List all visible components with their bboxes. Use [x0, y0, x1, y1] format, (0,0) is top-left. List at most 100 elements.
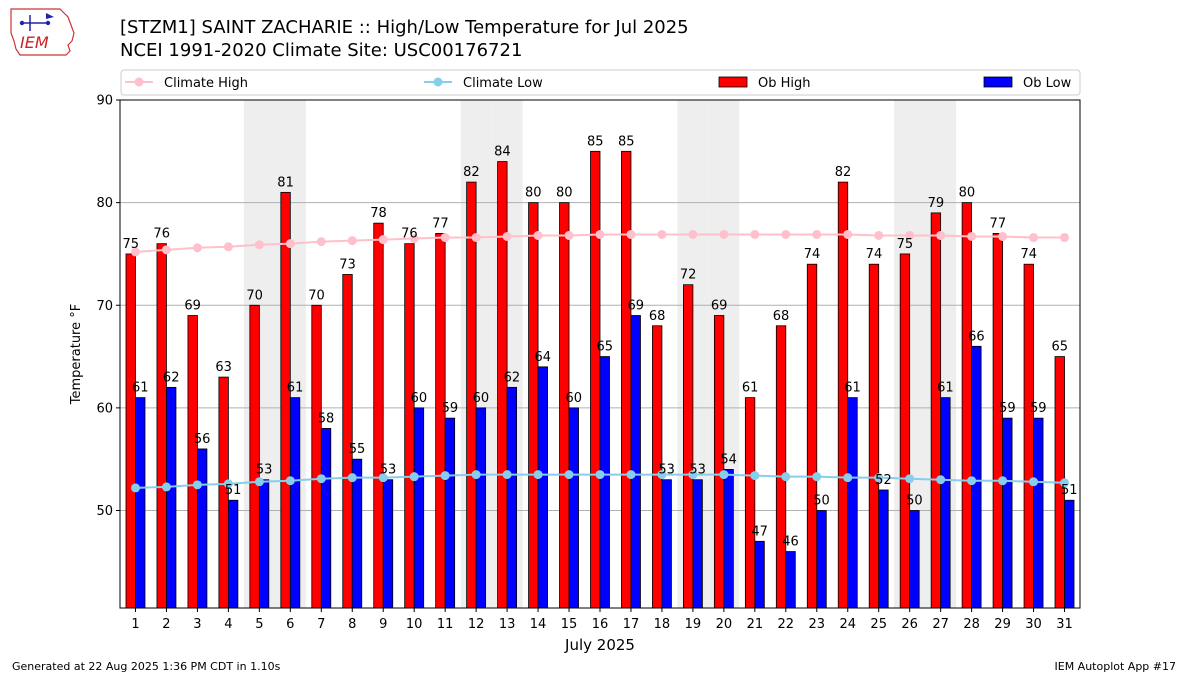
x-tick-label: 11	[437, 617, 454, 632]
ob-low-bar	[909, 510, 920, 609]
legend-climate-low-marker	[433, 77, 443, 87]
ob-high-bar	[806, 263, 818, 609]
x-tick-label: 21	[747, 617, 764, 632]
climate-high-point	[812, 229, 822, 239]
climate-low-point	[967, 476, 977, 486]
ob-high-bar	[311, 304, 322, 609]
ob-high-label: 75	[897, 237, 914, 252]
ob-high-label: 76	[153, 227, 170, 242]
ob-low-bar	[847, 397, 858, 609]
climate-high-point	[223, 242, 233, 252]
x-tick-label: 30	[1025, 617, 1042, 632]
x-tick-label: 23	[809, 617, 826, 632]
ob-low-label: 59	[442, 401, 459, 416]
legend-ob-low-label: Ob Low	[1023, 76, 1072, 91]
ob-low-label: 59	[999, 401, 1016, 416]
ob-low-label: 61	[132, 381, 149, 396]
ob-low-bar	[413, 407, 425, 609]
ob-low-label: 53	[689, 463, 706, 478]
climate-high-point	[378, 235, 388, 245]
x-tick-label: 9	[379, 617, 387, 632]
ob-high-label: 72	[680, 268, 697, 283]
ob-high-bar	[683, 284, 694, 609]
climate-low-point	[688, 470, 698, 480]
ob-high-bar	[744, 397, 756, 609]
ob-high-label: 82	[835, 165, 852, 180]
climate-low-point	[533, 470, 543, 480]
y-tick-label: 80	[96, 196, 113, 211]
ob-high-label: 70	[308, 288, 325, 303]
ob-high-label: 69	[184, 299, 201, 314]
ob-low-label: 59	[1030, 401, 1047, 416]
climate-high-point	[564, 230, 574, 240]
climate-low-point	[1060, 478, 1070, 488]
climate-high-point	[657, 229, 667, 239]
ob-low-bar	[382, 479, 394, 609]
climate-high-point	[998, 231, 1008, 241]
iem-logo: IEM	[10, 8, 75, 56]
climate-low-point	[471, 470, 481, 480]
ob-low-bar	[692, 479, 703, 609]
chart-subtitle: NCEI 1991-2020 Climate Site: USC00176721	[120, 40, 523, 61]
x-tick-label: 16	[592, 617, 609, 632]
ob-low-label: 56	[194, 432, 211, 447]
ob-high-label: 81	[277, 175, 294, 190]
ob-high-label: 77	[990, 216, 1007, 231]
ob-high-label: 79	[928, 196, 945, 211]
climate-high-point	[905, 230, 915, 240]
x-tick-label: 22	[778, 617, 795, 632]
climate-high-point	[843, 229, 853, 239]
ob-high-label: 75	[122, 237, 139, 252]
y-tick-label: 90	[96, 94, 113, 109]
climate-high-point	[440, 233, 450, 243]
climate-low-point	[285, 476, 295, 486]
ob-low-bar	[197, 448, 208, 609]
legend-ob-high-swatch	[718, 76, 748, 88]
ob-high-bar	[590, 150, 601, 609]
ob-low-bar	[630, 315, 641, 609]
ob-high-bar	[1023, 263, 1034, 609]
x-tick-label: 15	[561, 617, 578, 632]
ob-low-bar	[475, 407, 487, 609]
x-tick-label: 4	[224, 617, 232, 632]
x-tick-label: 20	[716, 617, 733, 632]
x-tick-label: 12	[468, 617, 485, 632]
climate-high-point	[285, 239, 295, 249]
climate-high-point	[130, 247, 140, 257]
climate-low-point	[781, 472, 791, 482]
climate-low-point	[130, 483, 140, 493]
x-tick-label: 10	[406, 617, 423, 632]
ob-low-bar	[1002, 417, 1013, 609]
ob-low-label: 61	[844, 381, 861, 396]
climate-low-point	[812, 472, 822, 482]
x-tick-label: 8	[348, 617, 356, 632]
climate-low-point	[161, 482, 171, 492]
climate-high-point	[533, 230, 543, 240]
legend-ob-low-swatch	[983, 76, 1013, 88]
ob-low-label: 50	[906, 494, 923, 509]
ob-low-bar	[227, 499, 239, 609]
ob-high-label: 70	[246, 288, 263, 303]
ob-high-label: 74	[1021, 247, 1038, 262]
x-tick-label: 27	[932, 617, 949, 632]
x-tick-label: 25	[870, 617, 887, 632]
x-tick-label: 2	[162, 617, 170, 632]
ob-high-label: 69	[711, 299, 728, 314]
ob-high-bar	[775, 325, 787, 609]
x-tick-label: 5	[255, 617, 263, 632]
x-tick-label: 24	[839, 617, 856, 632]
x-tick-label: 3	[193, 617, 201, 632]
ob-low-label: 51	[1061, 483, 1078, 498]
ob-low-bar	[878, 489, 889, 609]
climate-high-point	[161, 245, 171, 255]
ob-high-bar	[280, 191, 291, 609]
climate-high-point	[719, 229, 729, 239]
ob-high-bar	[187, 315, 198, 609]
ob-high-label: 61	[742, 381, 759, 396]
climate-low-point	[564, 470, 574, 480]
legend-climate-low-label: Climate Low	[463, 76, 543, 91]
app-label: IEM Autoplot App #17	[1054, 660, 1177, 673]
climate-high-point	[936, 230, 946, 240]
ob-low-bar	[258, 479, 270, 609]
x-tick-label: 14	[530, 617, 547, 632]
